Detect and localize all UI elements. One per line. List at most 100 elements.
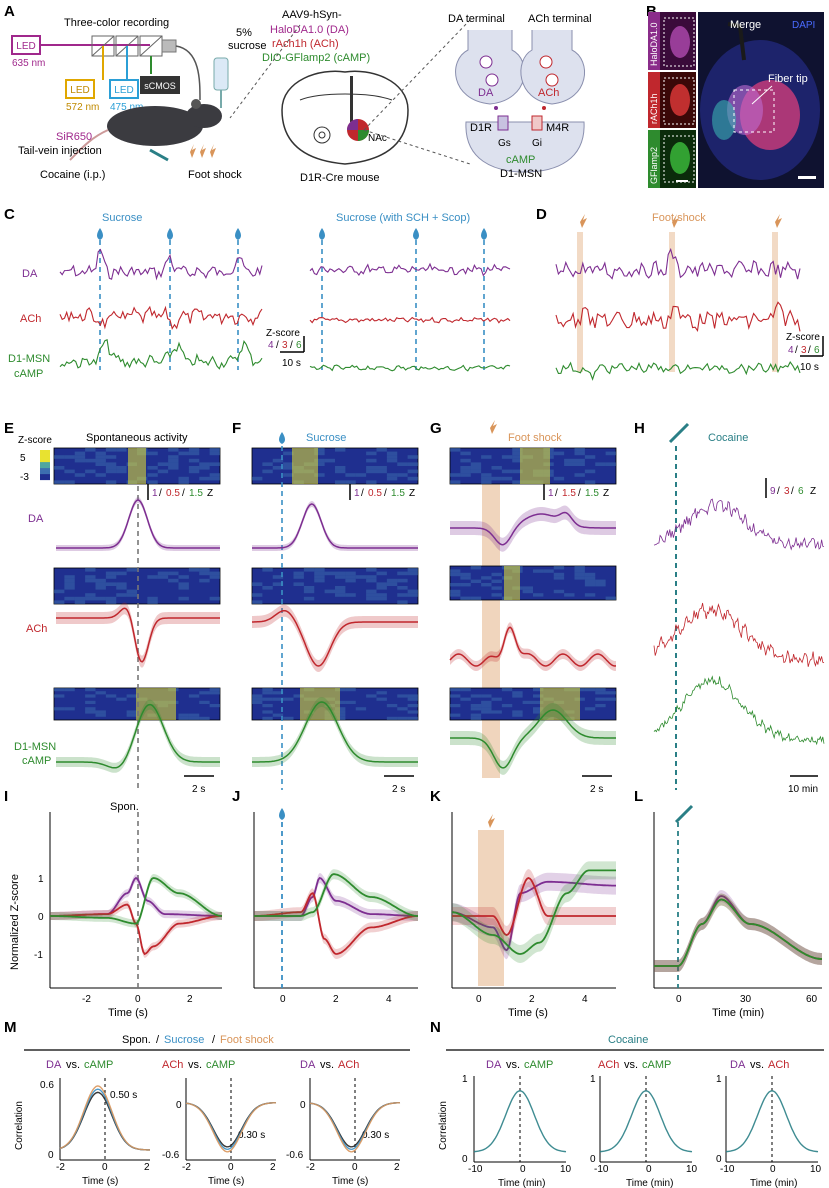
g-ach-heatmap-cell <box>481 583 492 587</box>
g-ach-heatmap-cell <box>595 579 606 583</box>
m1-title-vs: vs. <box>66 1059 80 1071</box>
panel-letter-n: N <box>430 1019 441 1036</box>
e-ach-heatmap-cell <box>157 575 169 579</box>
e-ach-heatmap-cell <box>168 571 179 576</box>
f-camp-heatmap-cell <box>283 716 294 720</box>
e-ach-heatmap-cell <box>85 568 96 572</box>
f-ach-heatmap-cell <box>397 600 408 604</box>
m1-ytick-bottom: 0 <box>48 1150 54 1161</box>
ach-terminal-label: ACh terminal <box>528 13 592 25</box>
g-camp-avg-sem-band <box>450 703 616 775</box>
f-da-heatmap-cell <box>397 473 408 477</box>
f-da-heatmap-cell <box>386 473 398 477</box>
e-ach-heatmap-cell <box>95 586 106 590</box>
i-ytick-0: 0 <box>38 912 44 923</box>
n3-curve-0 <box>725 1090 819 1153</box>
i-title: Spon. <box>110 801 139 813</box>
g-da-heatmap-cell <box>512 451 523 456</box>
g-ach-heatmap-cell <box>553 576 565 580</box>
m1-xtick-0: 0 <box>102 1162 108 1173</box>
f-camp-avg <box>252 701 418 763</box>
d-10s-label: 10 s <box>800 362 819 373</box>
d-shock-band-1 <box>669 232 675 372</box>
f-camp-heatmap-cell <box>262 716 273 720</box>
e-camp-avg <box>56 703 220 769</box>
e-colorbar-cell <box>40 453 50 455</box>
g-camp-heatmap-cell <box>605 691 616 695</box>
g-ach-heatmap-cell <box>491 586 502 590</box>
g-da-heatmap-cell <box>574 451 585 456</box>
h-scale-values: 9 / 3 / 6 Z <box>770 486 816 497</box>
e-da-heatmap-cell <box>209 462 220 466</box>
g-camp-heatmap-cell <box>450 704 461 708</box>
n3-xtick-0: 0 <box>770 1164 776 1175</box>
e-da-heatmap-cell <box>157 462 169 466</box>
h-syringe-icon <box>668 422 690 444</box>
f-camp-heatmap-cell <box>335 688 346 692</box>
g-camp-heatmap-cell <box>512 713 523 717</box>
halo-label-bar <box>648 12 660 70</box>
f-ach-heatmap-cell <box>314 575 325 579</box>
i-da-line <box>50 876 222 917</box>
merge-purple-region <box>727 85 763 135</box>
e-da-heatmap-cell <box>188 469 200 474</box>
g-camp-heatmap-cell <box>512 694 523 698</box>
g-ach-heatmap-cell <box>460 596 471 600</box>
m3-ytick-top: 0 <box>300 1100 306 1111</box>
n3-xtick-m10: -10 <box>720 1164 735 1175</box>
f-camp-heatmap-cell <box>252 697 263 701</box>
h-scale-z: Z <box>810 486 816 497</box>
g-ach-heatmap-cell <box>574 566 585 570</box>
g-da-heatmap-cell <box>584 469 596 474</box>
led-572-label: LED <box>70 85 89 96</box>
c-sch-camp-trace <box>309 364 511 372</box>
f-ach-heatmap-cell <box>303 596 315 601</box>
g-ach-heatmap-cell <box>450 589 461 594</box>
l-xlabel: Time (min) <box>712 1007 764 1019</box>
f-camp-heatmap-cell <box>345 688 356 692</box>
syringe-icon <box>149 148 169 162</box>
e-camp-heatmap-cell <box>85 707 96 711</box>
g-da-heatmap-cell <box>450 480 461 484</box>
f-ach-heatmap-cell <box>293 571 304 576</box>
c-sucrose-drop-icon-2 <box>235 228 241 240</box>
m-legend-sucrose: Sucrose <box>164 1034 204 1046</box>
gi-label: Gi <box>532 138 542 149</box>
f-da-heatmap-cell <box>345 480 356 484</box>
f-da-heatmap-cell <box>366 480 377 484</box>
h-scale-sep2: / <box>791 486 794 497</box>
g-da-heatmap-cell <box>481 473 492 477</box>
c-scale-ach: 3 <box>282 340 288 351</box>
e-da-heatmap-cell <box>188 458 200 463</box>
m2-title-b: cAMP <box>206 1059 235 1071</box>
d1r-receptor <box>497 115 509 131</box>
e-colorbar-cell <box>40 471 50 473</box>
g-da-heatmap-cell <box>553 476 565 481</box>
e-ach-heatmap-cell <box>126 593 137 597</box>
zoom-line-2 <box>363 129 471 165</box>
g-ach-heatmap-cell <box>584 583 596 587</box>
g-camp-heatmap-cell <box>584 688 596 692</box>
i-camp-line-sem-band <box>50 874 222 928</box>
g-scale-camp: 1.5 <box>585 488 599 499</box>
f-ach-heatmap-cell <box>345 593 356 597</box>
panel-letter-f: F <box>232 420 241 437</box>
objective-lens <box>161 39 177 53</box>
e-camp-heatmap-cell <box>188 713 200 717</box>
n2-xtick-m10: -10 <box>594 1164 609 1175</box>
g-camp-heatmap-cell <box>491 697 502 701</box>
g-camp-heatmap-cell <box>533 707 544 711</box>
e-da-heatmap-cell <box>95 451 106 456</box>
n2-xtick-0: 0 <box>646 1164 652 1175</box>
e-scale-ach: 0.5 <box>166 488 180 499</box>
panel-letter-k: K <box>430 788 441 805</box>
e-colorbar-cell <box>40 468 50 470</box>
f-ach-heatmap-cell <box>314 571 325 576</box>
g-camp-heatmap-cell <box>481 694 492 698</box>
j-xtick-0: 0 <box>280 994 286 1005</box>
da-vesicle-2 <box>485 73 499 87</box>
e-camp-heatmap-cell <box>64 707 75 711</box>
virus-rach: rAch1h (ACh) <box>272 38 339 50</box>
e-da-heatmap-cell <box>54 455 65 459</box>
merge-scale-bar <box>798 176 816 179</box>
